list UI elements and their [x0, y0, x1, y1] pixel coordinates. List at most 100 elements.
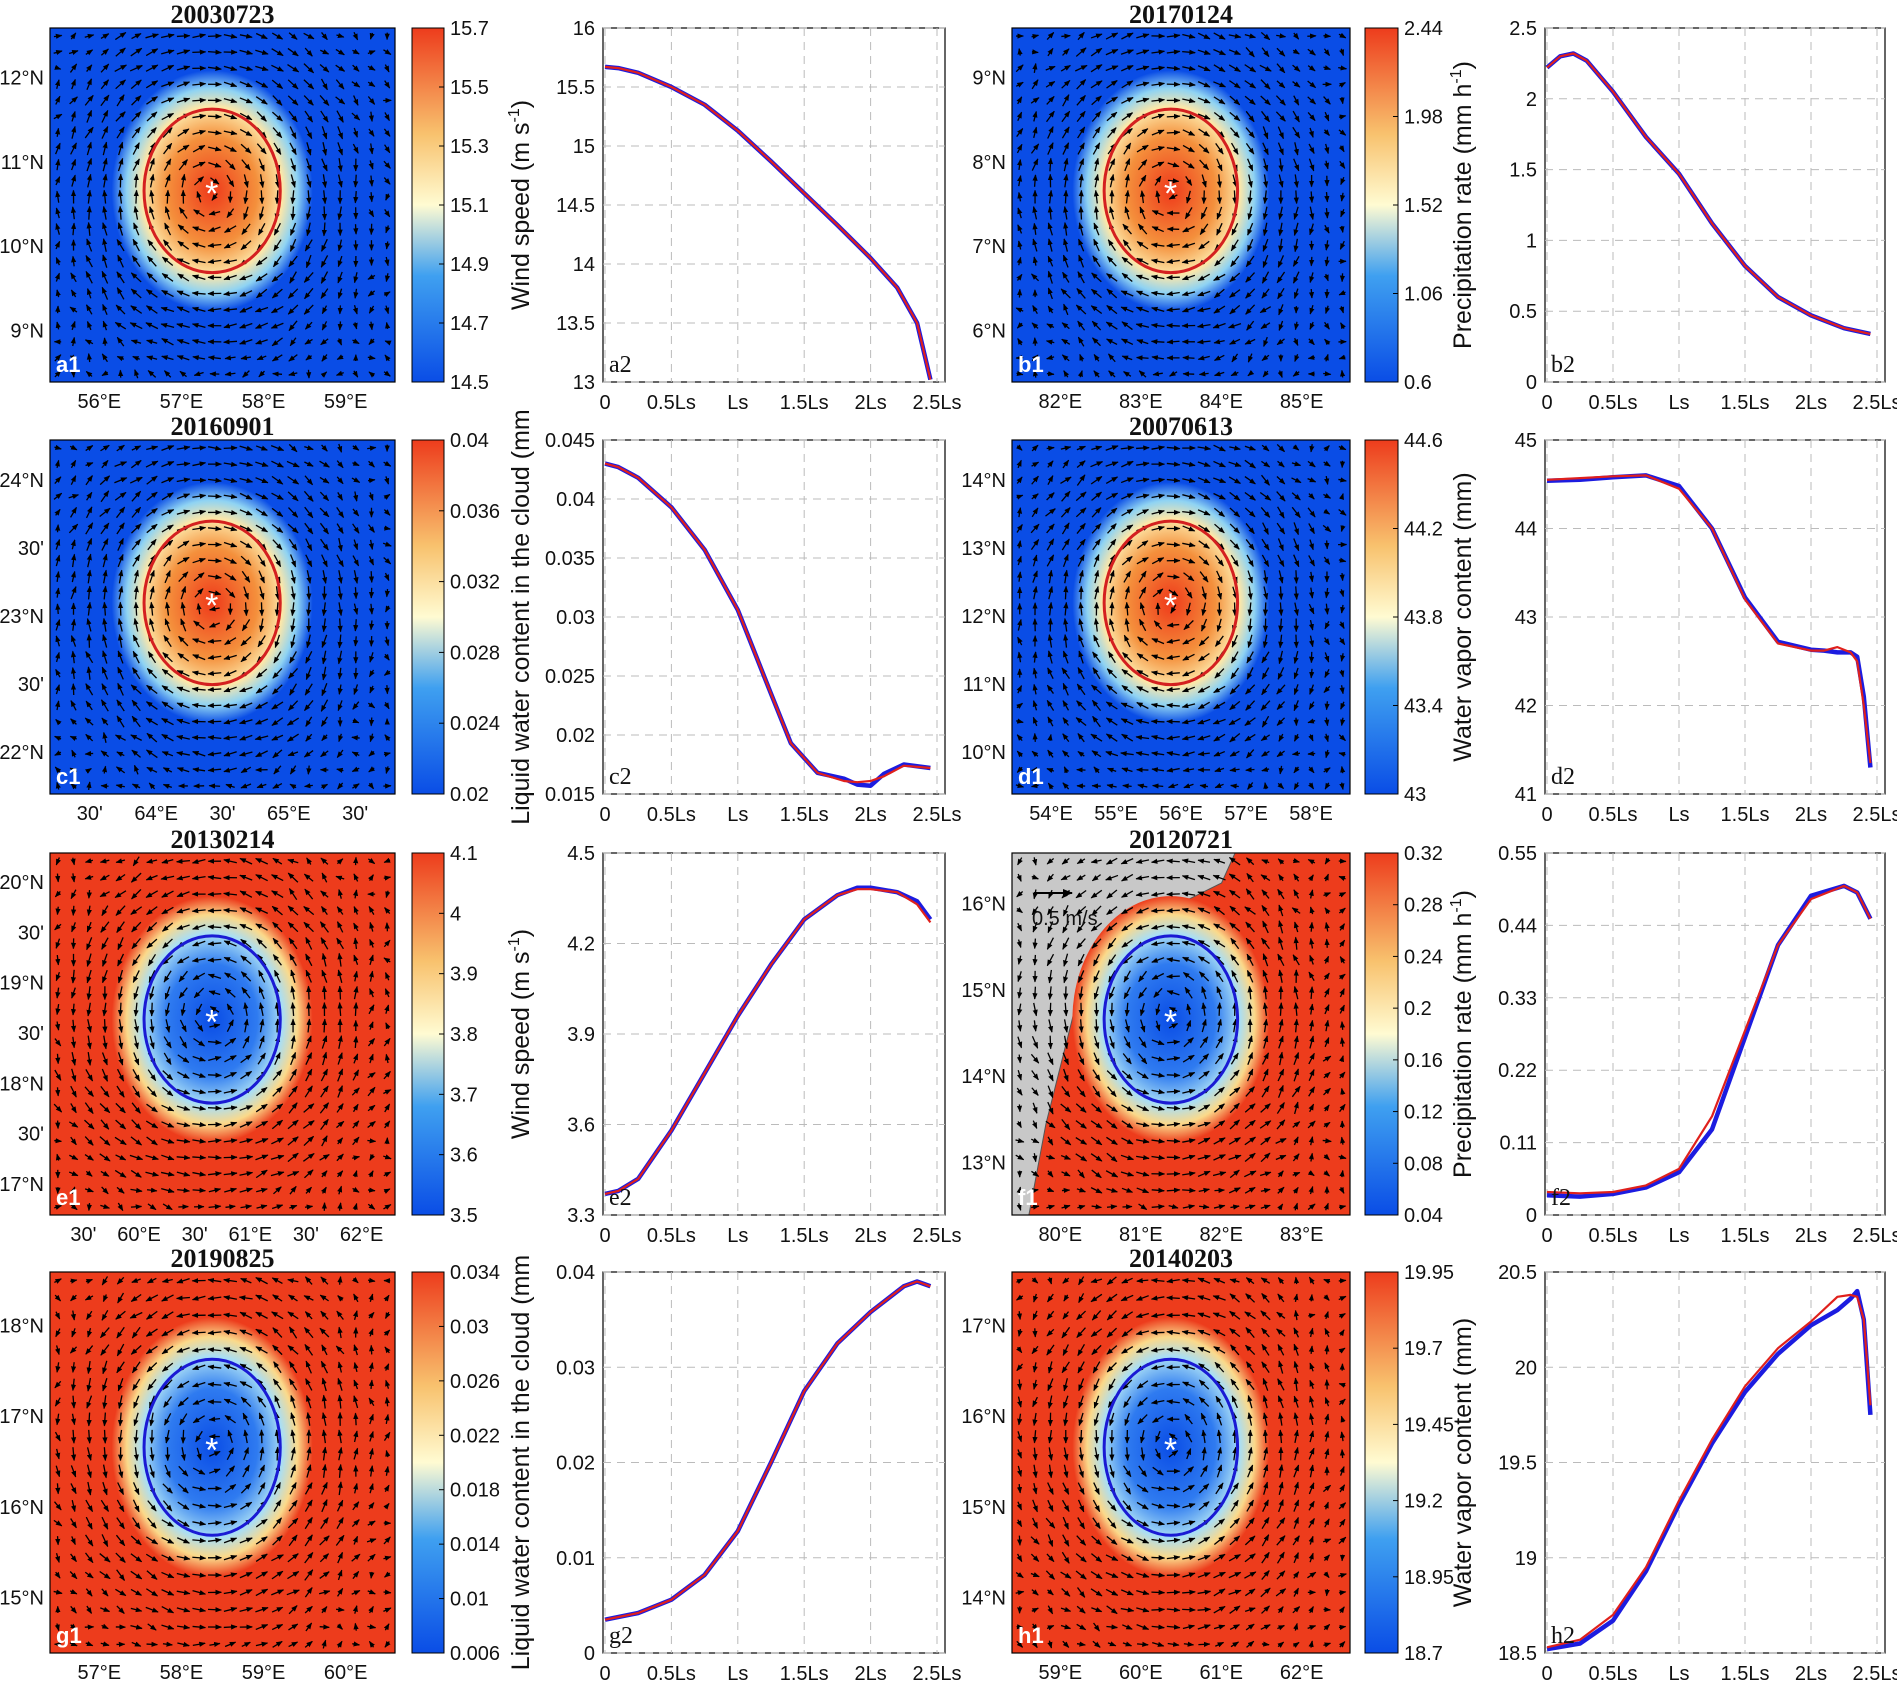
wind-arrow	[114, 64, 127, 72]
wind-arrow	[224, 355, 236, 361]
wind-arrow	[161, 97, 175, 104]
wind-arrow	[191, 306, 206, 313]
lat-tick-label: 18°N	[0, 1315, 44, 1337]
wind-arrow	[1122, 1204, 1133, 1210]
x-tick-label: 1.5Ls	[1721, 392, 1770, 414]
x-tick-label: 2.5Ls	[913, 804, 962, 826]
y-tick-label: 0.55	[1498, 843, 1537, 865]
y-axis-label: Liquid water content in the cloud (mm	[507, 1255, 535, 1671]
wind-arrow	[239, 81, 253, 88]
lon-tick-label: 59°E	[324, 391, 368, 413]
wind-arrow	[55, 79, 61, 89]
x-tick-label: 2.5Ls	[1853, 1225, 1897, 1247]
wind-arrow	[71, 905, 77, 917]
wind-arrow	[208, 162, 222, 168]
lon-tick-label: 58°E	[242, 391, 286, 413]
wind-arrow	[1150, 339, 1165, 345]
wind-arrow	[191, 1330, 206, 1336]
colorbar-tick-label: 15.7	[450, 18, 489, 40]
lon-tick-label: 62°E	[1280, 1662, 1324, 1684]
wind-arrow	[1293, 717, 1299, 727]
lon-tick-label: 81°E	[1119, 1224, 1163, 1246]
scale-arrow-label: 0.5 m/s	[1032, 908, 1098, 930]
wind-arrow	[55, 1053, 61, 1065]
wind-arrow	[84, 339, 94, 345]
wind-arrow	[305, 354, 313, 361]
wind-arrow	[223, 307, 238, 313]
wind-arrow	[102, 141, 108, 156]
wind-arrow	[1166, 1364, 1180, 1370]
wind-arrow	[117, 205, 124, 220]
wind-arrow	[384, 588, 390, 598]
y-tick-label: 0.015	[545, 784, 595, 806]
wind-arrow	[117, 601, 124, 616]
wind-arrow	[304, 239, 313, 252]
map-panel-g1: * 20190825 g1 15°N 16°N 17°N 18°N 57°E 58°E 59°E 6…	[0, 1244, 500, 1684]
wind-arrow	[191, 339, 206, 345]
wind-arrow	[271, 354, 283, 362]
wind-arrow	[223, 113, 238, 120]
colorbar-tick-label: 0.08	[1404, 1153, 1443, 1175]
lon-tick-label: 57°E	[160, 391, 204, 413]
y-tick-label: 4.5	[567, 843, 595, 865]
wind-arrow	[191, 735, 206, 741]
wind-arrow	[273, 142, 282, 155]
eddy-center-marker: *	[1164, 175, 1177, 213]
wind-arrow	[1166, 1072, 1181, 1078]
y-tick-label: 14.5	[556, 195, 595, 217]
map-panel-f1: * 0.5 m/s 20120721 f1 13°N 14°N 15°N 16°N 80°E 81…	[961, 825, 1443, 1246]
wind-arrow	[161, 64, 175, 72]
lon-tick-label: 30'	[182, 1224, 208, 1246]
wind-arrow	[101, 125, 109, 139]
wind-arrow	[304, 287, 314, 300]
x-tick-label: 0.5Ls	[1589, 804, 1638, 826]
wind-arrow	[1309, 256, 1315, 267]
wind-arrow	[86, 173, 92, 188]
colorbar-tick-label: 43.8	[1404, 607, 1443, 629]
wind-arrow	[303, 272, 314, 283]
wind-arrow	[256, 288, 268, 299]
wind-arrow	[70, 354, 78, 361]
wind-arrow	[1166, 1589, 1181, 1595]
wind-arrow	[241, 159, 251, 171]
wind-arrow	[163, 142, 173, 155]
wind-arrow	[1017, 1379, 1023, 1391]
map-label: c1	[56, 764, 80, 789]
wind-arrow	[1323, 33, 1332, 39]
wind-arrow	[86, 288, 92, 299]
lat-tick-label: 12°N	[0, 68, 44, 90]
wind-arrow	[207, 113, 222, 120]
x-tick-label: 1.5Ls	[780, 804, 829, 826]
colorbar-tick-label: 0.034	[450, 1262, 500, 1284]
wind-arrow	[353, 240, 359, 251]
wind-arrow	[271, 288, 283, 299]
wind-arrow	[145, 305, 158, 314]
map-panel-c1: * 20160901 c1 22°N 30' 23°N 30' 24°N 30' 64°E 30' 6…	[0, 412, 500, 825]
colorbar-tick-label: 14.9	[450, 254, 489, 276]
wind-arrow	[70, 336, 76, 347]
wind-arrow	[239, 49, 254, 55]
wind-arrow	[304, 338, 313, 345]
y-axis-label: Wind speed (m s-1)	[506, 100, 535, 310]
y-axis-label: Precipitation rate (mm h-1)	[1448, 61, 1477, 349]
y-tick-label: 4.2	[567, 934, 595, 956]
wind-arrow	[353, 224, 359, 235]
wind-arrow	[165, 189, 171, 204]
wind-arrow	[1151, 1607, 1166, 1613]
wind-arrow	[85, 255, 93, 268]
lat-tick-label: 14°N	[961, 470, 1006, 492]
wind-arrow	[178, 159, 188, 171]
y-axis-label: Liquid water content in the cloud (mm	[507, 409, 535, 825]
wind-arrow	[1261, 1641, 1270, 1647]
wind-arrow	[176, 81, 191, 88]
wind-arrow	[243, 174, 249, 188]
y-tick-label: 19	[1515, 1548, 1537, 1570]
wind-arrow	[191, 322, 206, 329]
wind-arrow	[305, 158, 312, 172]
wind-arrow	[207, 33, 222, 39]
wind-arrow	[255, 96, 268, 105]
lat-tick-label: 6°N	[972, 320, 1006, 342]
wind-arrow	[102, 337, 108, 346]
wind-arrow	[192, 49, 207, 55]
lon-tick-label: 30'	[209, 803, 235, 825]
